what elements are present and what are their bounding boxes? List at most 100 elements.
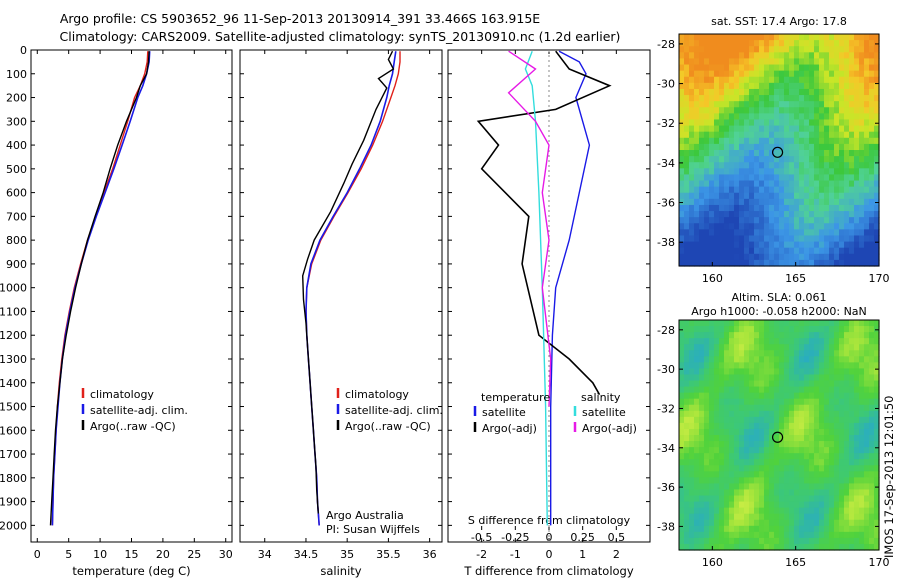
heatmap-cell [844, 537, 850, 545]
heatmap-cell [839, 204, 845, 212]
heatmap-cell [859, 211, 865, 218]
series-line [550, 50, 591, 526]
heatmap-cell [829, 131, 835, 139]
heatmap-cell [819, 356, 825, 363]
heatmap-cell [749, 174, 755, 182]
heatmap-cell [719, 229, 725, 237]
heatmap-cell [844, 368, 850, 376]
heatmap-cell [729, 459, 735, 466]
heatmap-cell [844, 137, 850, 145]
heatmap-cell [794, 204, 800, 212]
heatmap-cell [864, 131, 870, 139]
heatmap-cell [689, 501, 695, 509]
heatmap-cell [769, 253, 775, 261]
heatmap-cell [709, 217, 715, 224]
heatmap-cell [809, 404, 815, 412]
heatmap-cell [774, 180, 780, 188]
heatmap-cell [789, 453, 795, 460]
y-tick-label: 200 [6, 92, 27, 105]
heatmap-cell [849, 34, 855, 41]
heatmap-cell [759, 398, 765, 406]
heatmap-cell [789, 507, 795, 515]
legend-entry: satellite-adj. clim. [90, 404, 188, 417]
heatmap-cell [754, 247, 760, 255]
heatmap-cell [764, 253, 770, 261]
heatmap-cell [854, 507, 860, 515]
heatmap-cell [794, 416, 800, 424]
heatmap-cell [754, 186, 760, 194]
heatmap-cell [799, 441, 805, 448]
heatmap-cell [789, 198, 795, 206]
legend-entry: satellite [582, 406, 626, 419]
heatmap-cell [694, 76, 700, 84]
heatmap-cell [799, 76, 805, 84]
heatmap-cell [774, 410, 780, 418]
heatmap-cell [779, 350, 785, 357]
heatmap-cell [849, 398, 855, 406]
heatmap-cell [689, 483, 695, 491]
heatmap-cell [694, 180, 700, 188]
heatmap-cell [814, 82, 820, 90]
heatmap-cell [849, 356, 855, 363]
heatmap-cell [824, 392, 830, 400]
heatmap-cell [854, 380, 860, 388]
heatmap-cell [849, 428, 855, 436]
heatmap-cell [874, 489, 880, 497]
heatmap-cell [704, 211, 710, 218]
heatmap-cell [779, 513, 785, 521]
heatmap-cell [809, 168, 815, 176]
heatmap-cell [734, 40, 740, 47]
heatmap-cell [744, 64, 750, 72]
heatmap-cell [749, 380, 755, 388]
heatmap-cell [759, 119, 765, 127]
heatmap-cell [844, 101, 850, 108]
heatmap-cell [689, 465, 695, 472]
heatmap-cell [769, 192, 775, 200]
heatmap-cell [679, 374, 685, 382]
heatmap-cell [749, 76, 755, 84]
heatmap-cell [839, 441, 845, 448]
heatmap-cell [834, 88, 840, 96]
x-tick-label: 160 [702, 272, 723, 285]
heatmap-cell [834, 386, 840, 394]
heatmap-cell [679, 350, 685, 357]
heatmap-cell [849, 338, 855, 345]
heatmap-cell [794, 404, 800, 412]
y-tick-label: 1900 [0, 496, 27, 509]
heatmap-cell [859, 320, 865, 327]
heatmap-cell [784, 338, 790, 345]
heatmap-cell [844, 229, 850, 237]
heatmap-cell [684, 101, 690, 108]
heatmap-cell [714, 471, 720, 478]
heatmap-cell [719, 386, 725, 394]
heatmap-cell [779, 459, 785, 466]
heatmap-cell [849, 471, 855, 478]
heatmap-cell [769, 356, 775, 363]
heatmap-cell [699, 459, 705, 466]
heatmap-cell [754, 374, 760, 382]
heatmap-cell [854, 95, 860, 102]
heatmap-cell [734, 95, 740, 102]
heatmap-cell [824, 513, 830, 521]
heatmap-cell [754, 64, 760, 72]
heatmap-cell [739, 525, 745, 533]
heatmap-cell [719, 362, 725, 370]
s-tick-label: 0.25 [570, 531, 595, 544]
heatmap-cell [769, 368, 775, 376]
heatmap-cell [759, 107, 765, 114]
heatmap-cell [779, 441, 785, 448]
heatmap-cell [784, 344, 790, 351]
heatmap-cell [784, 156, 790, 163]
heatmap-cell [744, 483, 750, 491]
heatmap-cell [869, 95, 875, 102]
heatmap-cell [794, 362, 800, 370]
heatmap-cell [749, 483, 755, 491]
heatmap-cell [719, 344, 725, 351]
y-tick-label: 100 [6, 68, 27, 81]
heatmap-cell [759, 223, 765, 230]
heatmap-cell [864, 416, 870, 424]
heatmap-cell [859, 192, 865, 200]
heatmap-cell [789, 150, 795, 157]
heatmap-cell [714, 447, 720, 454]
heatmap-cell [784, 137, 790, 145]
